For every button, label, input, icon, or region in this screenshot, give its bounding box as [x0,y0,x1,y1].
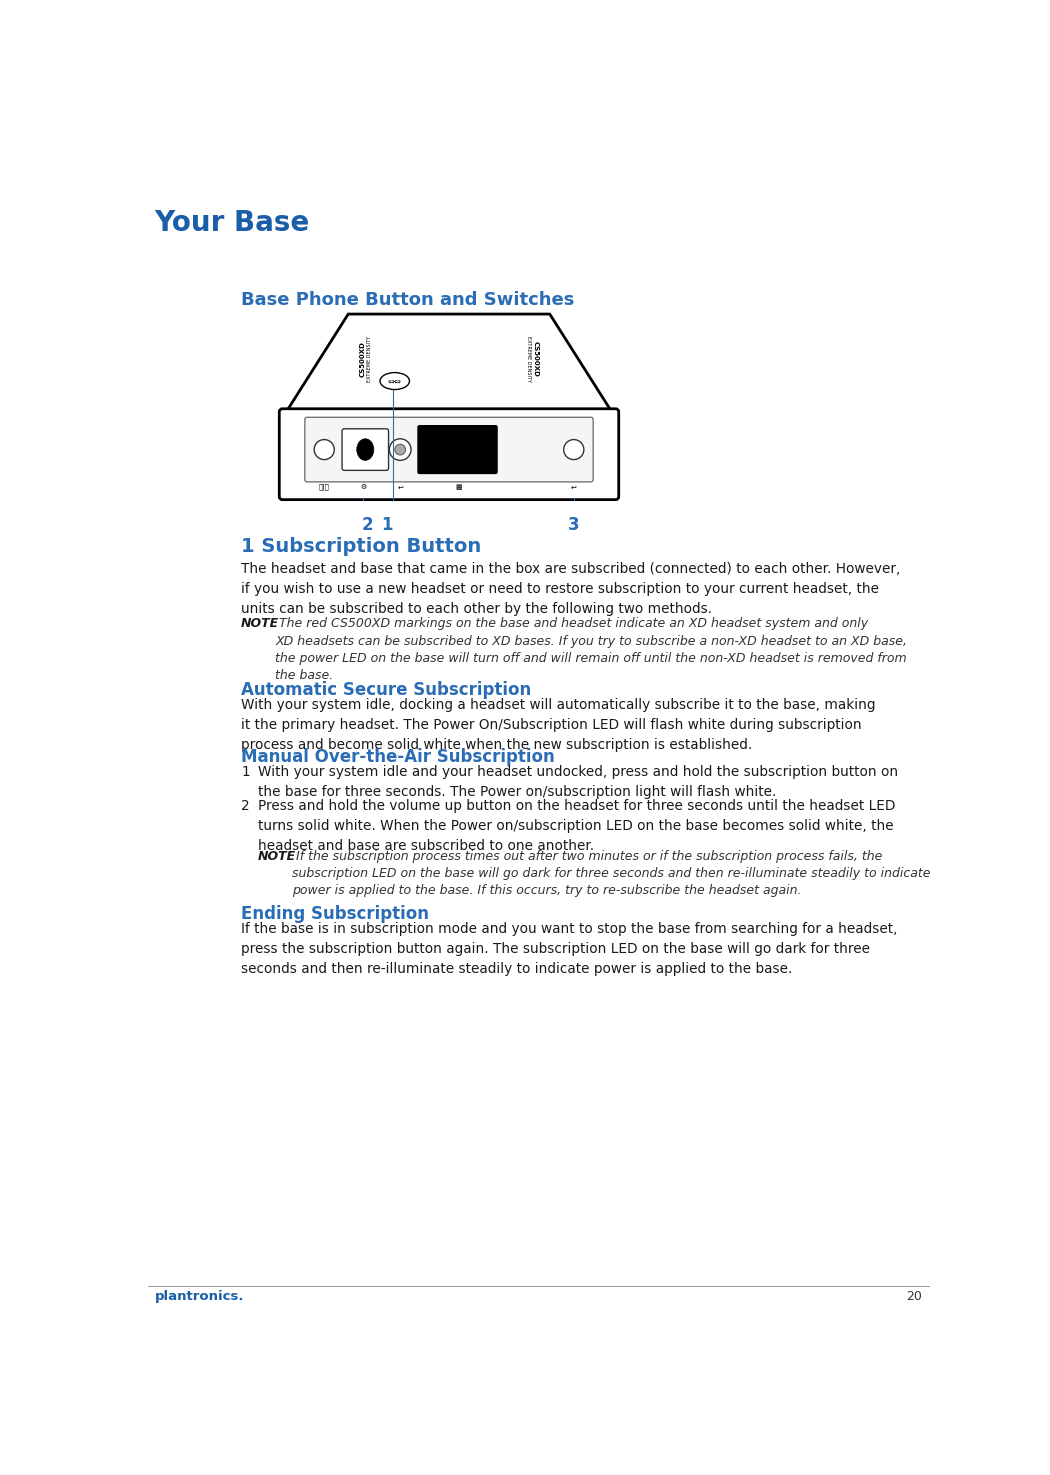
Ellipse shape [357,438,374,460]
Circle shape [395,444,405,454]
Text: Automatic Secure Subscription: Automatic Secure Subscription [242,680,531,699]
Text: ⇔⇔: ⇔⇔ [387,376,402,385]
Circle shape [390,438,411,460]
Text: The headset and base that came in the box are subscribed (connected) to each oth: The headset and base that came in the bo… [242,562,901,617]
Text: Your Base: Your Base [154,209,310,237]
Text: ↩: ↩ [397,484,403,490]
Text: With your system idle and your headset undocked, press and hold the subscription: With your system idle and your headset u… [258,766,899,799]
Text: ↩: ↩ [571,484,576,490]
Text: NOTE: NOTE [258,850,296,863]
Circle shape [314,440,334,460]
Text: 1: 1 [381,516,393,534]
Text: 3: 3 [568,516,580,534]
Text: Ending Subscription: Ending Subscription [242,906,429,923]
Text: 20: 20 [906,1291,922,1304]
FancyBboxPatch shape [342,429,388,471]
Text: ⚙: ⚙ [360,484,366,490]
Text: 2: 2 [362,516,374,534]
Text: If the subscription process times out after two minutes or if the subscription p: If the subscription process times out af… [292,850,930,897]
Text: 1: 1 [242,766,250,779]
Text: EXTREME DENSITY: EXTREME DENSITY [526,336,530,382]
Text: plantronics.: plantronics. [154,1291,244,1304]
Text: 1 Subscription Button: 1 Subscription Button [242,537,481,556]
Text: NOTE: NOTE [242,618,279,630]
Text: CS500XD: CS500XD [359,341,365,378]
Text: If the base is in subscription mode and you want to stop the base from searching: If the base is in subscription mode and … [242,922,898,976]
Text: CS500XD: CS500XD [532,341,539,378]
Text: Base Phone Button and Switches: Base Phone Button and Switches [242,291,574,308]
FancyBboxPatch shape [279,409,618,500]
Text: ⬧|⬧: ⬧|⬧ [319,484,330,491]
FancyBboxPatch shape [304,417,593,482]
Polygon shape [287,314,612,412]
Ellipse shape [380,373,410,389]
Text: The red CS500XD markings on the base and headset indicate an XD headset system a: The red CS500XD markings on the base and… [275,618,907,681]
Text: With your system idle, docking a headset will automatically subscribe it to the : With your system idle, docking a headset… [242,698,876,752]
FancyBboxPatch shape [418,426,497,473]
Text: ▦: ▦ [455,484,462,490]
Text: EXTREME DENSITY: EXTREME DENSITY [368,336,373,382]
Text: Manual Over-the-Air Subscription: Manual Over-the-Air Subscription [242,748,554,767]
Text: 2: 2 [242,799,250,813]
Text: Press and hold the volume up button on the headset for three seconds until the h: Press and hold the volume up button on t… [258,799,896,853]
Circle shape [564,440,584,460]
